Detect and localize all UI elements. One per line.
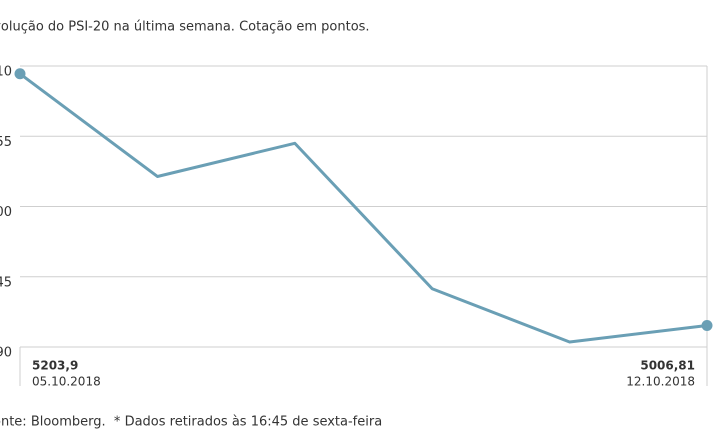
y-tick-label: 5045: [0, 275, 12, 290]
value-label: 5203,9: [32, 359, 78, 373]
x-tick-label: 05.10.2018: [32, 375, 101, 389]
value-label: 5006,81: [640, 359, 695, 373]
point: [14, 68, 26, 80]
x-tick-label: 12.10.2018: [626, 375, 695, 389]
point: [701, 320, 713, 332]
footnote: Fonte: Bloomberg. * Dados retirados às 1…: [0, 415, 382, 430]
y-tick-label: 5210: [0, 65, 12, 80]
chart-title: Evolução do PSI-20 na última semana. Cot…: [0, 20, 370, 35]
line: [19, 72, 708, 344]
y-tick-label: 4990: [0, 346, 12, 361]
y-tick-label: 5155: [0, 135, 12, 150]
y-tick-label: 5100: [0, 205, 12, 220]
